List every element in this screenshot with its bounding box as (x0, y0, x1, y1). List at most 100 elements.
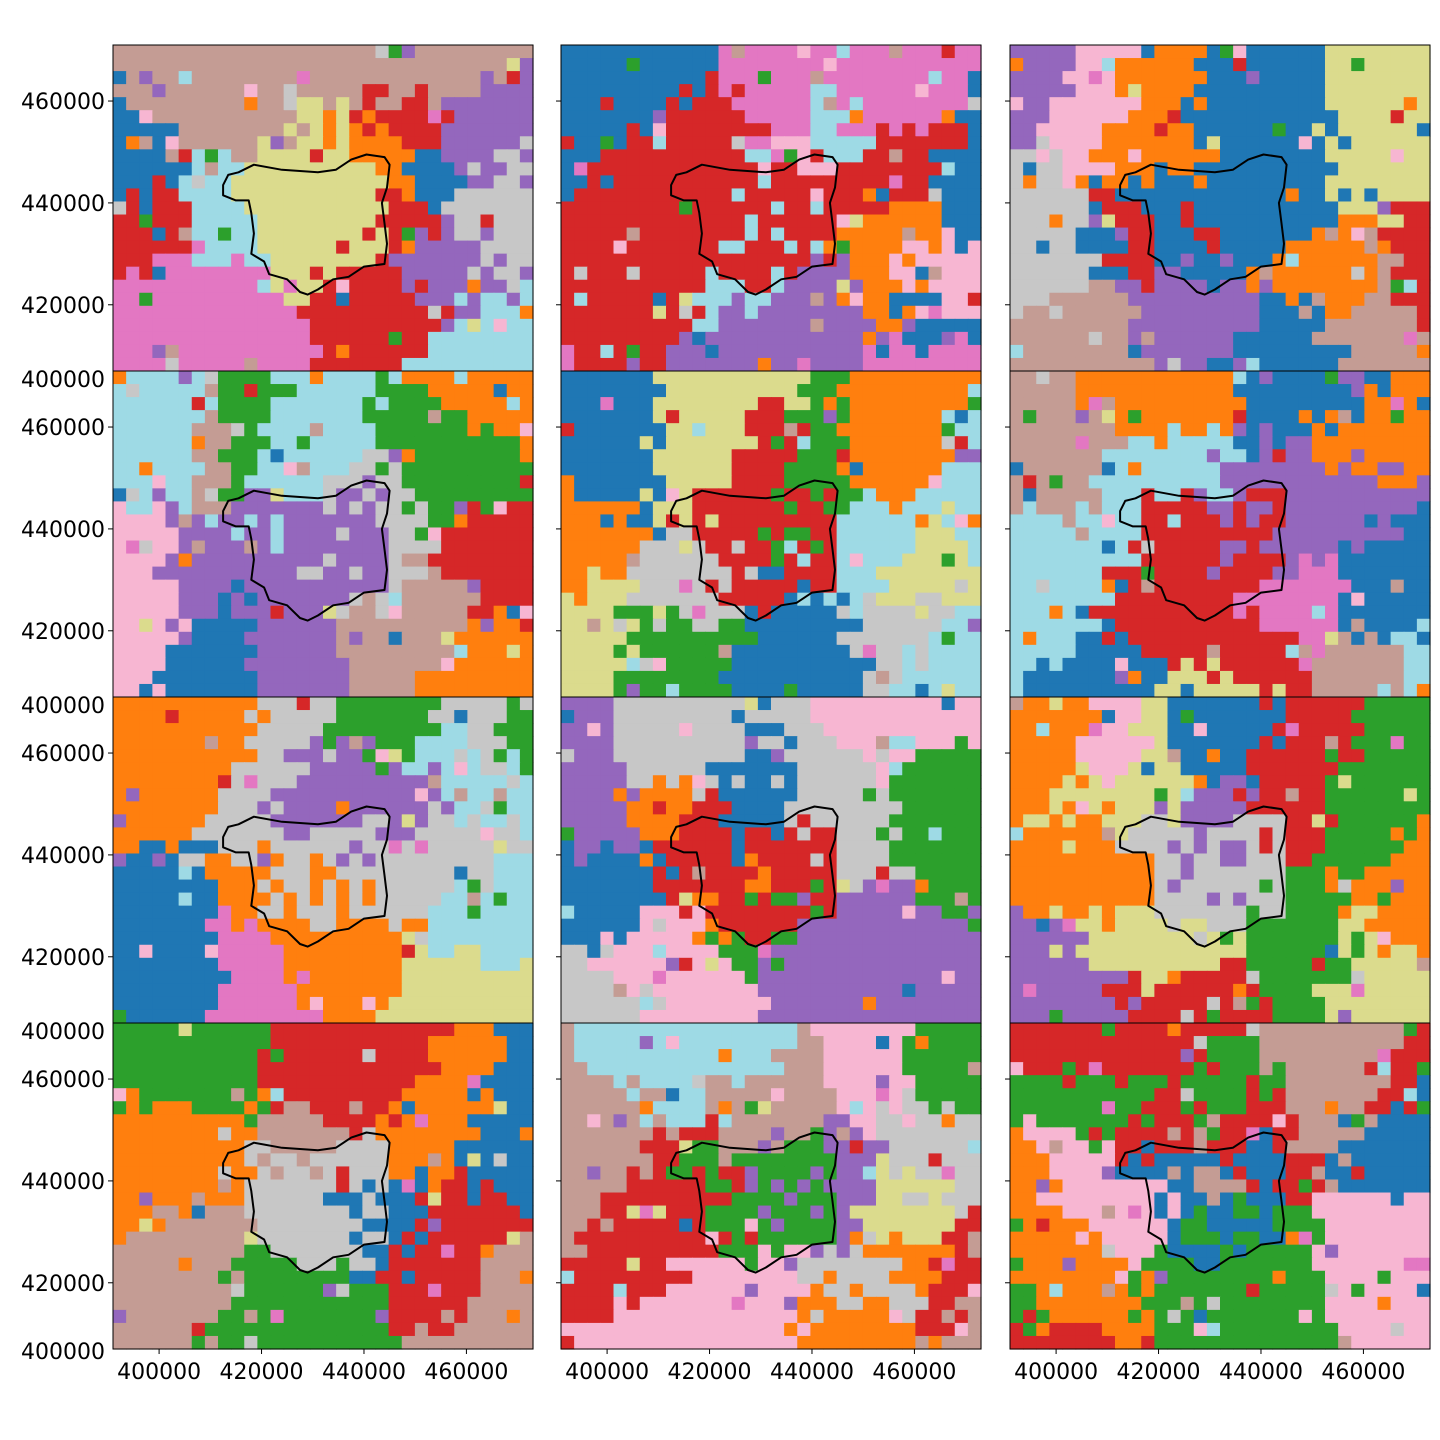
grid-cell (231, 514, 245, 529)
grid-cell (506, 201, 521, 216)
grid-cell (915, 136, 930, 150)
grid-cell (309, 136, 324, 150)
grid-cell (1233, 644, 1247, 659)
grid-cell (1325, 657, 1339, 672)
grid-cell (587, 540, 601, 555)
grid-cell (771, 371, 785, 385)
grid-cell (388, 723, 403, 737)
grid-cell (954, 331, 969, 346)
grid-cell (1010, 292, 1024, 307)
grid-cell (191, 292, 206, 307)
grid-cell (1298, 670, 1313, 685)
grid-cell (666, 423, 680, 437)
grid-cell (401, 110, 416, 124)
grid-cell (244, 736, 258, 750)
grid-cell (1193, 227, 1208, 242)
grid-cell (1141, 410, 1155, 424)
grid-cell (692, 136, 706, 150)
grid-cell (744, 566, 759, 581)
grid-cell (731, 188, 746, 203)
grid-cell (915, 618, 930, 633)
grid-cell (1010, 357, 1024, 372)
grid-cell (1311, 436, 1326, 450)
grid-cell (1049, 331, 1064, 346)
grid-cell (1180, 331, 1195, 346)
grid-cell (810, 449, 825, 463)
grid-cell (401, 631, 416, 646)
grid-cell (204, 723, 219, 737)
grid-cell (705, 566, 720, 581)
grid-cell (1390, 175, 1405, 190)
grid-cell (679, 253, 693, 268)
grid-cell (467, 475, 482, 489)
grid-cell (1088, 605, 1103, 620)
grid-cell (401, 344, 416, 359)
grid-cell (915, 279, 930, 294)
grid-cell (1285, 670, 1300, 685)
grid-cell (1416, 266, 1431, 281)
grid-cell (1298, 605, 1313, 620)
grid-cell (1141, 305, 1155, 320)
grid-cell (493, 318, 508, 333)
grid-cell (744, 475, 759, 489)
grid-cell (797, 410, 811, 424)
grid-cell (467, 292, 482, 307)
grid-cell (1088, 188, 1103, 203)
grid-cell (296, 579, 311, 594)
grid-cell (613, 136, 628, 150)
grid-cell (1325, 475, 1339, 489)
grid-cell (718, 136, 733, 150)
grid-cell (454, 749, 468, 763)
grid-cell (862, 670, 877, 685)
grid-cell (1023, 136, 1037, 150)
grid-cell (1062, 605, 1077, 620)
grid-cell (810, 631, 825, 646)
grid-cell (1351, 501, 1365, 516)
grid-cell (757, 605, 772, 620)
grid-cell (915, 566, 930, 581)
grid-cell (323, 710, 337, 724)
grid-cell (1180, 318, 1195, 333)
grid-cell (1272, 644, 1287, 659)
grid-cell (1390, 149, 1405, 163)
grid-cell (152, 501, 167, 516)
grid-cell (1167, 214, 1182, 229)
grid-cell (283, 697, 298, 711)
grid-cell (1233, 279, 1247, 294)
grid-cell (1193, 279, 1208, 294)
grid-cell (1088, 644, 1103, 659)
grid-cell (244, 123, 258, 137)
grid-cell (928, 592, 943, 607)
grid-cell (218, 384, 232, 398)
grid-cell (1390, 84, 1405, 98)
grid-cell (388, 201, 403, 216)
grid-cell (797, 371, 811, 385)
grid-cell (784, 449, 798, 463)
grid-cell (679, 123, 693, 137)
grid-cell (428, 436, 442, 450)
grid-cell (126, 475, 140, 489)
grid-cell (349, 253, 363, 268)
grid-cell (139, 579, 153, 594)
grid-cell (506, 279, 521, 294)
grid-cell (757, 253, 772, 268)
grid-cell (928, 344, 943, 359)
grid-cell (600, 605, 615, 620)
grid-cell (441, 514, 455, 529)
grid-cell (613, 123, 628, 137)
grid-cell (639, 227, 654, 242)
grid-cell (296, 644, 311, 659)
grid-cell (613, 227, 628, 242)
grid-cell (1115, 683, 1129, 698)
grid-cell (1298, 631, 1313, 646)
grid-cell (718, 279, 733, 294)
grid-cell (349, 279, 363, 294)
grid-cell (1390, 527, 1405, 542)
grid-cell (600, 683, 615, 698)
grid-cell (283, 110, 298, 124)
grid-cell (1220, 71, 1234, 85)
grid-cell (467, 253, 482, 268)
grid-cell (1298, 123, 1313, 137)
grid-cell (810, 136, 825, 150)
grid-cell (757, 110, 772, 124)
